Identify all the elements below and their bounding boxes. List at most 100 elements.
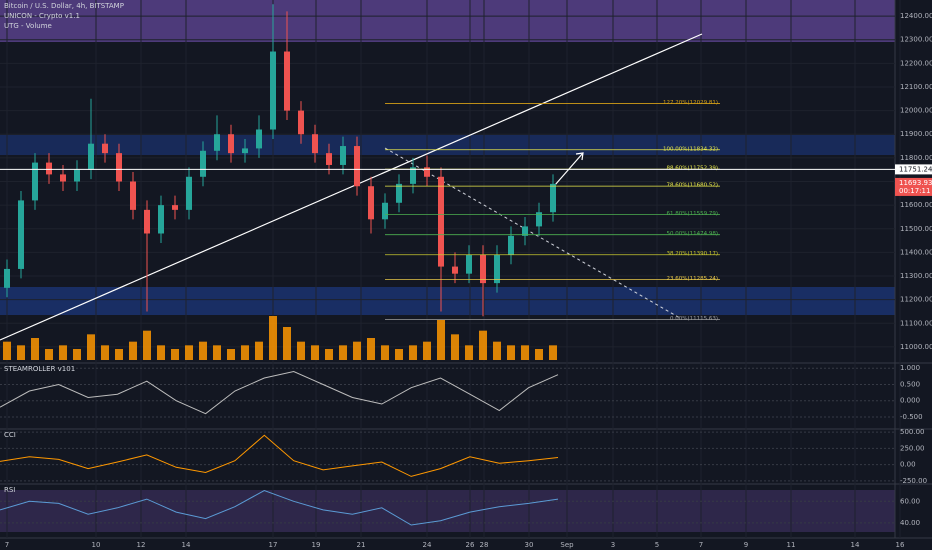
candle-body	[298, 110, 304, 135]
candle-body	[116, 153, 122, 182]
volume-bar	[395, 349, 403, 360]
x-tick-label: 16	[896, 541, 905, 549]
volume-bar	[17, 345, 25, 360]
volume-bar	[521, 345, 529, 360]
volume-bar	[437, 319, 445, 360]
candle-body	[494, 254, 500, 284]
y-tick-label: 11900.00	[900, 130, 932, 138]
y-tick-label: 11000.00	[900, 343, 932, 351]
y-tick-label: 1.000	[900, 364, 920, 372]
trend-line	[0, 33, 703, 341]
last-price-label: 11751.24	[899, 165, 932, 173]
volume-bar	[45, 349, 53, 360]
y-tick-label: 60.00	[900, 497, 920, 505]
x-tick-label: 24	[423, 541, 432, 549]
volume-bar	[549, 345, 557, 360]
y-tick-label: 11500.00	[900, 225, 932, 233]
volume-bar	[87, 334, 95, 360]
volume-bar	[73, 349, 81, 360]
volume-bar	[451, 334, 459, 360]
candle-body	[550, 183, 556, 213]
candle-body	[60, 174, 66, 182]
candle-body	[424, 167, 430, 177]
candle-body	[18, 200, 24, 269]
x-tick-label: 14	[851, 541, 860, 549]
demand-zone	[0, 287, 895, 315]
volume-bar	[101, 345, 109, 360]
volume-bar	[129, 341, 137, 360]
candle-body	[228, 134, 234, 154]
candle-body	[536, 212, 542, 227]
candle-body	[452, 266, 458, 274]
y-tick-label: -250.00	[900, 477, 927, 485]
candle-body	[102, 143, 108, 154]
candle-body	[312, 134, 318, 154]
volume-bar	[185, 345, 193, 360]
fib-label: 23.60%(11285.24)	[666, 276, 718, 282]
fib-label: 100.00%(11834.32)	[663, 146, 718, 152]
volume-bar	[535, 349, 543, 360]
candle-body	[242, 148, 248, 154]
x-tick-label: 11	[787, 541, 796, 549]
candle-body	[340, 146, 346, 165]
volume-bar	[213, 345, 221, 360]
y-tick-label: 40.00	[900, 519, 920, 527]
y-tick-label: 11300.00	[900, 272, 932, 280]
last-price-box	[895, 164, 932, 175]
candle-body	[88, 143, 94, 170]
y-tick-label: 12400.00	[900, 12, 932, 20]
indicator-line	[0, 434, 559, 477]
x-tick-label: 26	[466, 541, 475, 549]
indicator-label: UTG - Volume	[4, 22, 52, 30]
volume-bar	[31, 338, 39, 360]
y-tick-label: 12300.00	[900, 36, 932, 44]
y-tick-label: 12100.00	[900, 83, 932, 91]
y-tick-label: 500.00	[900, 428, 925, 436]
volume-bar	[297, 341, 305, 360]
candle-body	[368, 186, 374, 220]
volume-bar	[269, 316, 277, 360]
fib-label: 50.00%(11474.98)	[666, 231, 718, 237]
y-tick-label: 12200.00	[900, 59, 932, 67]
volume-bar	[381, 345, 389, 360]
volume-bar	[409, 345, 417, 360]
candle-body	[186, 176, 192, 210]
indicator-line	[0, 370, 559, 415]
x-tick-label: 21	[357, 541, 366, 549]
volume-bar	[465, 345, 473, 360]
volume-bar	[157, 345, 165, 360]
indicator-label: UNICON - Crypto v1.1	[4, 12, 80, 20]
panel-title: RSI	[4, 486, 15, 494]
candle-body	[200, 150, 206, 177]
y-tick-label: 11200.00	[900, 296, 932, 304]
countdown: 00:17:11	[899, 187, 930, 195]
candle-body	[4, 268, 10, 288]
y-tick-label: 250.00	[900, 444, 925, 452]
arrow-head	[575, 152, 584, 161]
volume-bar	[227, 349, 235, 360]
candle-body	[326, 153, 332, 165]
volume-bar	[241, 345, 249, 360]
candle-body	[144, 209, 150, 234]
candle-body	[46, 162, 52, 175]
y-tick-label: 12000.00	[900, 107, 932, 115]
volume-bar	[339, 345, 347, 360]
volume-bar	[325, 349, 333, 360]
candle-body	[354, 146, 360, 187]
candle-body	[466, 254, 472, 274]
y-tick-label: 11600.00	[900, 201, 932, 209]
resistance-zone	[0, 0, 895, 42]
y-tick-label: 11100.00	[900, 319, 932, 327]
current-price-box	[895, 177, 932, 196]
candle-body	[256, 129, 262, 149]
volume-bar	[59, 345, 67, 360]
volume-bar	[479, 330, 487, 360]
volume-bar	[143, 330, 151, 360]
volume-bar	[199, 341, 207, 360]
x-tick-label: Sep	[560, 541, 574, 549]
x-tick-label: 28	[480, 541, 489, 549]
x-tick-label: 7	[699, 541, 703, 549]
y-tick-label: 0.00	[900, 461, 916, 469]
